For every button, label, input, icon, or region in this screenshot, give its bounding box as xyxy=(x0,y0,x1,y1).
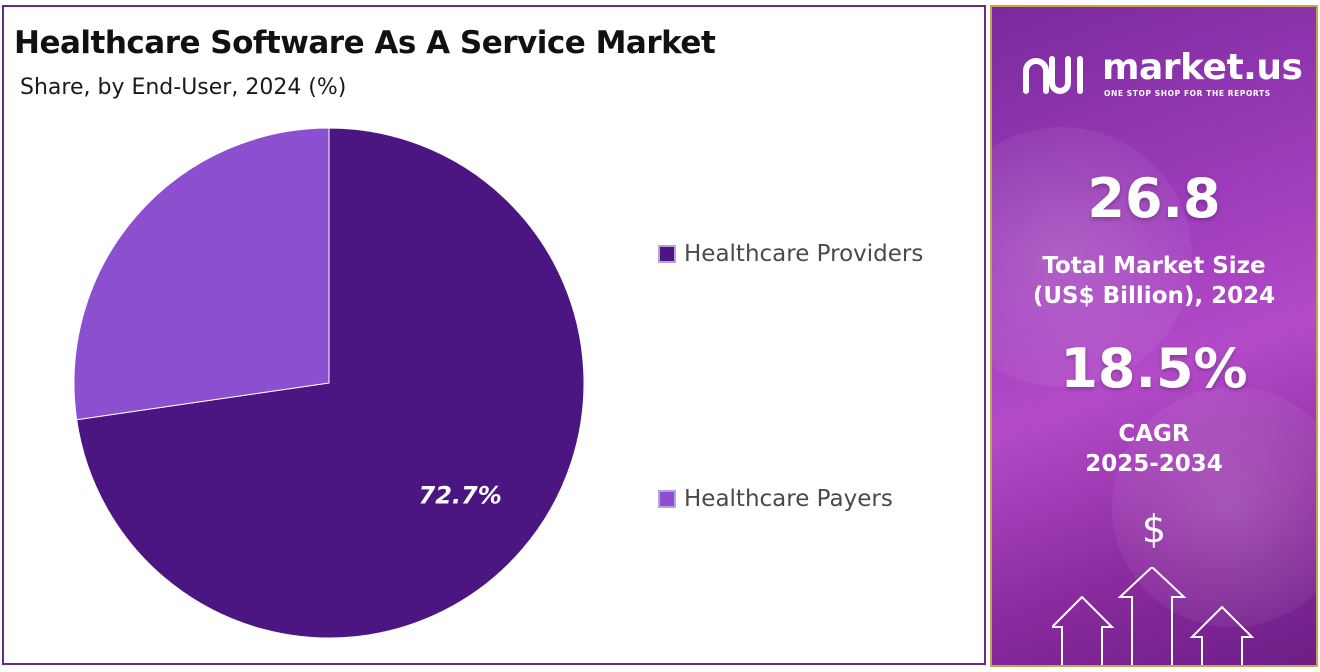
pie-chart: 72.7% xyxy=(73,127,585,639)
dollar-icon: $ xyxy=(1141,507,1167,551)
market-us-logo-icon xyxy=(1023,56,1083,94)
chart-title: Healthcare Software As A Service Market xyxy=(14,25,716,61)
legend-swatch xyxy=(658,245,676,263)
legend-label: Healthcare Payers xyxy=(684,486,893,512)
chart-subtitle: Share, by End-User, 2024 (%) xyxy=(20,75,347,100)
background-glow xyxy=(992,127,1192,387)
legend-swatch xyxy=(658,490,676,508)
legend-label: Healthcare Providers xyxy=(684,241,924,267)
market-size-value: 26.8 xyxy=(1087,167,1221,230)
up-arrows-icon xyxy=(1052,567,1255,665)
cagr-value: 18.5% xyxy=(1060,337,1248,400)
legend-item: Healthcare Payers xyxy=(658,486,893,512)
market-size-label-line1: Total Market Size xyxy=(1042,253,1266,279)
background-glow xyxy=(1112,387,1316,627)
logo-tagline: ONE STOP SHOP FOR THE REPORTS xyxy=(1104,89,1271,98)
cagr-label-line1: CAGR xyxy=(1118,421,1190,447)
chart-panel: Healthcare Software As A Service Market … xyxy=(2,5,986,665)
cagr-label-line2: 2025-2034 xyxy=(1085,451,1223,477)
summary-panel: market.us ONE STOP SHOP FOR THE REPORTS … xyxy=(990,5,1318,667)
logo-text: market.us xyxy=(1102,47,1303,88)
legend-item: Healthcare Providers xyxy=(658,241,923,267)
market-us-logo: market.us ONE STOP SHOP FOR THE REPORTS xyxy=(1022,47,1303,107)
market-size-label-line2: (US$ Billion), 2024 xyxy=(1032,283,1276,309)
pie-slice-healthcare-payers xyxy=(73,127,330,421)
pie-slice-healthcare-providers xyxy=(76,127,585,639)
pie-data-label: 72.7% xyxy=(419,481,502,509)
